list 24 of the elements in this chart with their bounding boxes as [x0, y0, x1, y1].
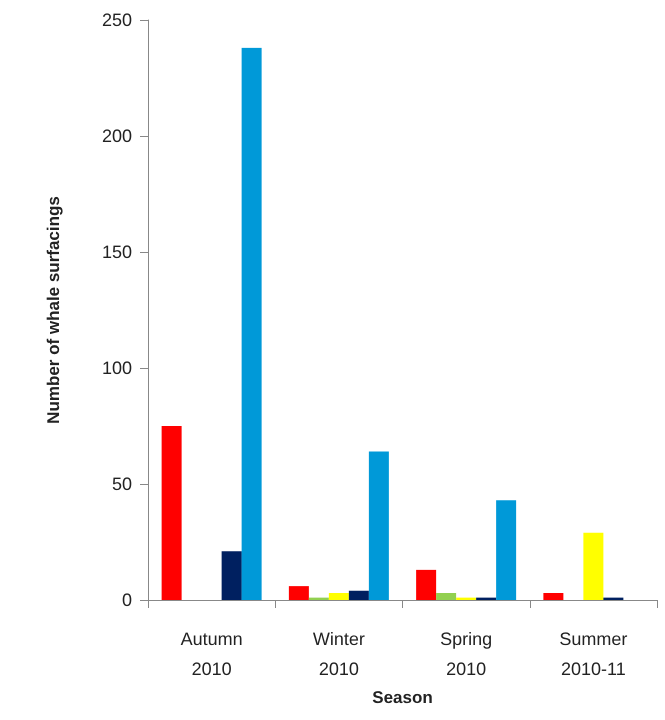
y-tick-label: 0 — [122, 590, 132, 610]
bar — [348, 590, 369, 600]
y-tick-label: 150 — [102, 242, 132, 262]
x-tick-label: Summer 2010-11 — [559, 629, 628, 679]
bar — [328, 593, 349, 600]
bar — [288, 586, 309, 600]
x-tick-label: Winter 2010 — [312, 629, 365, 679]
bar — [436, 593, 456, 600]
bar — [242, 48, 262, 600]
y-tick-label: 100 — [102, 358, 132, 378]
x-tick-label: Autumn 2010 — [180, 629, 243, 679]
bar — [416, 570, 436, 600]
y-tick-label: 250 — [102, 10, 132, 30]
y-tick-label: 200 — [102, 126, 132, 146]
x-axis-title: Season — [372, 688, 433, 707]
bar — [368, 452, 389, 600]
x-tick-label: Spring 2010 — [440, 629, 492, 679]
bar — [543, 593, 564, 600]
bar — [222, 551, 242, 600]
y-axis-title: Number of whale surfacings — [44, 196, 63, 424]
bar — [496, 500, 516, 600]
bar — [583, 532, 604, 600]
y-tick-label: 50 — [112, 474, 132, 494]
bar — [162, 426, 182, 600]
